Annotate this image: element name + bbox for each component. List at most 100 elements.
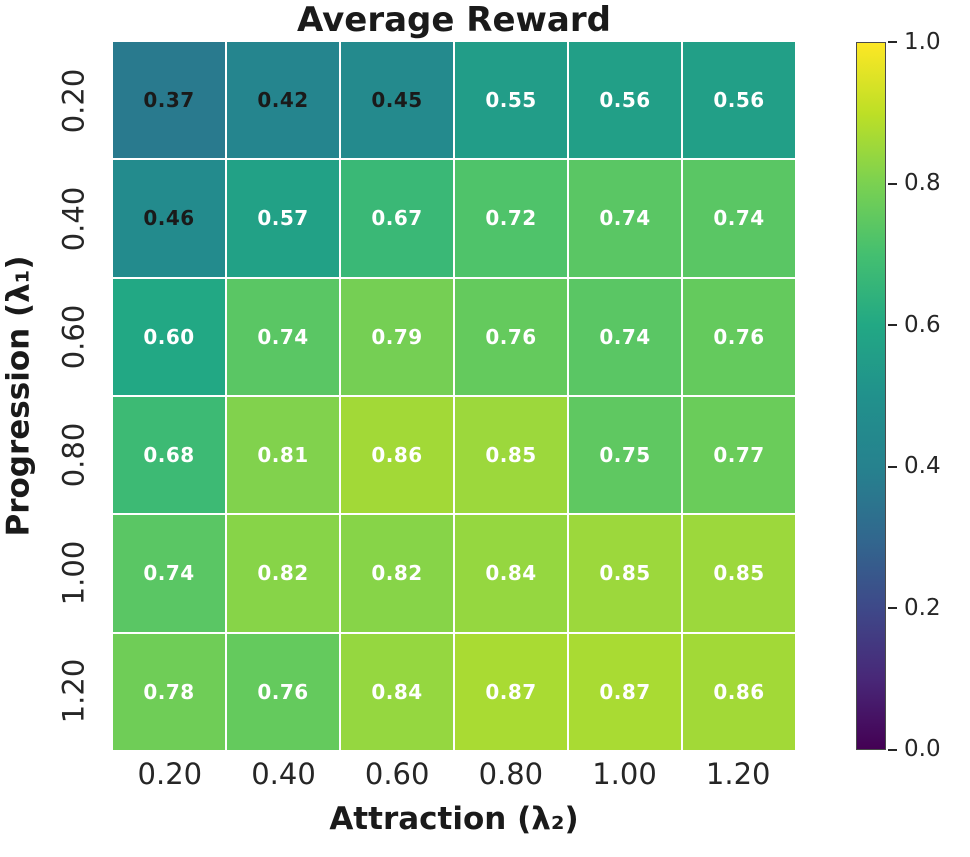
cell-value: 0.76 [485, 324, 537, 349]
y-axis-tick-labels: 0.20 0.40 0.60 0.80 1.00 1.20 [42, 42, 104, 750]
cell-value: 0.56 [713, 88, 765, 113]
cell-value: 0.82 [371, 561, 423, 586]
heatmap-cell-r0c1: 0.42 [227, 42, 339, 159]
colorbar-tick-labels: 1.0 0.8 0.6 0.4 0.2 0.0 [888, 30, 968, 761]
heatmap-cell-r2c2: 0.79 [341, 278, 453, 395]
cell-value: 0.60 [143, 324, 195, 349]
cell-value: 0.87 [485, 679, 537, 704]
cell-value: 0.45 [371, 88, 423, 113]
y-tick-label: 1.20 [42, 632, 104, 750]
heatmap-cell-r1c1: 0.57 [227, 160, 339, 277]
cell-value: 0.57 [257, 206, 309, 231]
cell-value: 0.84 [371, 679, 423, 704]
colorbar-tick-mark [888, 748, 897, 751]
x-axis-tick-labels: 0.20 0.40 0.60 0.80 1.00 1.20 [113, 757, 795, 791]
cell-value: 0.87 [599, 679, 651, 704]
heatmap-cell-r1c4: 0.74 [569, 160, 681, 277]
chart-title: Average Reward [297, 0, 611, 40]
heatmap-cell-r3c5: 0.77 [683, 397, 795, 514]
x-tick-label: 0.60 [364, 757, 430, 791]
cell-value: 0.76 [257, 679, 309, 704]
cell-value: 0.76 [713, 324, 765, 349]
colorbar-tick-mark [888, 41, 897, 43]
cell-value: 0.77 [713, 443, 765, 468]
cell-value: 0.85 [599, 561, 651, 586]
heatmap-cell-r3c0: 0.68 [113, 397, 225, 514]
heatmap-cell-r4c1: 0.82 [227, 515, 339, 632]
heatmap-cell-r1c5: 0.74 [683, 160, 795, 277]
x-tick-label: 1.00 [592, 757, 657, 791]
heatmap-cell-r2c3: 0.76 [455, 278, 567, 395]
y-tick-label: 0.20 [42, 42, 104, 160]
heatmap-grid: 0.37 0.42 0.45 0.55 0.56 0.56 0.46 0.57 0.67 0.72… [113, 42, 795, 750]
y-tick-label: 0.40 [42, 160, 104, 278]
cell-value: 0.74 [257, 324, 309, 349]
y-tick-label: 1.00 [42, 514, 104, 632]
cell-value: 0.74 [713, 206, 765, 231]
x-axis-title: Attraction (λ₂) [329, 801, 579, 837]
cell-value: 0.72 [485, 206, 537, 231]
cell-value: 0.74 [599, 324, 651, 349]
colorbar-tick-label: 0.4 [904, 453, 941, 480]
cell-value: 0.67 [371, 206, 423, 231]
cell-value: 0.86 [371, 443, 423, 468]
colorbar-tick-label: 0.8 [904, 170, 941, 197]
cell-value: 0.78 [143, 679, 195, 704]
heatmap-cell-r0c0: 0.37 [113, 42, 225, 159]
cell-value: 0.86 [713, 679, 765, 704]
y-tick-label: 0.80 [42, 396, 104, 514]
x-tick-label: 0.40 [251, 757, 316, 791]
cell-value: 0.85 [713, 561, 765, 586]
cell-value: 0.82 [257, 561, 309, 586]
y-tick-label: 0.60 [42, 278, 104, 396]
cell-value: 0.37 [143, 88, 195, 113]
heatmap-cell-r4c0: 0.74 [113, 515, 225, 632]
cell-value: 0.68 [143, 443, 195, 468]
x-tick-label: 1.20 [705, 757, 771, 791]
cell-value: 0.79 [371, 324, 423, 349]
y-axis-title: Progression (λ₁) [0, 42, 42, 750]
heatmap-cell-r5c5: 0.86 [683, 633, 795, 750]
y-tick-label-text: 0.80 [56, 422, 91, 488]
heatmap-cell-r3c2: 0.86 [341, 397, 453, 514]
y-tick-label-text: 1.00 [56, 540, 91, 606]
cell-value: 0.55 [485, 88, 537, 113]
x-tick-label: 0.20 [137, 757, 203, 791]
heatmap-cell-r2c5: 0.76 [683, 278, 795, 395]
x-tick-label: 0.80 [478, 757, 544, 791]
heatmap-cell-r5c0: 0.78 [113, 633, 225, 750]
heatmap-cell-r5c1: 0.76 [227, 633, 339, 750]
heatmap-cell-r2c4: 0.74 [569, 278, 681, 395]
cell-value: 0.42 [257, 88, 309, 113]
heatmap-cell-r0c5: 0.56 [683, 42, 795, 159]
colorbar-tick-mark [888, 182, 897, 185]
heatmap-cell-r5c2: 0.84 [341, 633, 453, 750]
heatmap-cell-r4c3: 0.84 [455, 515, 567, 632]
heatmap-cell-r3c4: 0.75 [569, 397, 681, 514]
y-tick-label-text: 0.40 [56, 186, 91, 252]
y-tick-label-text: 1.20 [56, 658, 91, 724]
heatmap-cell-r5c3: 0.87 [455, 633, 567, 750]
cell-value: 0.46 [143, 206, 195, 231]
heatmap-cell-r4c2: 0.82 [341, 515, 453, 632]
cell-value: 0.74 [143, 561, 195, 586]
colorbar-tick-label: 1.0 [904, 28, 941, 55]
colorbar-tick-label: 0.0 [904, 736, 941, 763]
heatmap-cell-r1c0: 0.46 [113, 160, 225, 277]
colorbar-tick-mark [888, 465, 897, 468]
heatmap-cell-r1c3: 0.72 [455, 160, 567, 277]
heatmap-cell-r0c3: 0.55 [455, 42, 567, 159]
heatmap-cell-r4c4: 0.85 [569, 515, 681, 632]
cell-value: 0.81 [257, 443, 309, 468]
colorbar [856, 42, 886, 750]
heatmap-cell-r1c2: 0.67 [341, 160, 453, 277]
heatmap-cell-r4c5: 0.85 [683, 515, 795, 632]
cell-value: 0.84 [485, 561, 537, 586]
cell-value: 0.75 [599, 443, 651, 468]
cell-value: 0.74 [599, 206, 651, 231]
y-tick-label-text: 0.60 [56, 304, 91, 370]
cell-value: 0.56 [599, 88, 651, 113]
colorbar-tick-label: 0.2 [904, 594, 941, 621]
heatmap-cell-r0c4: 0.56 [569, 42, 681, 159]
